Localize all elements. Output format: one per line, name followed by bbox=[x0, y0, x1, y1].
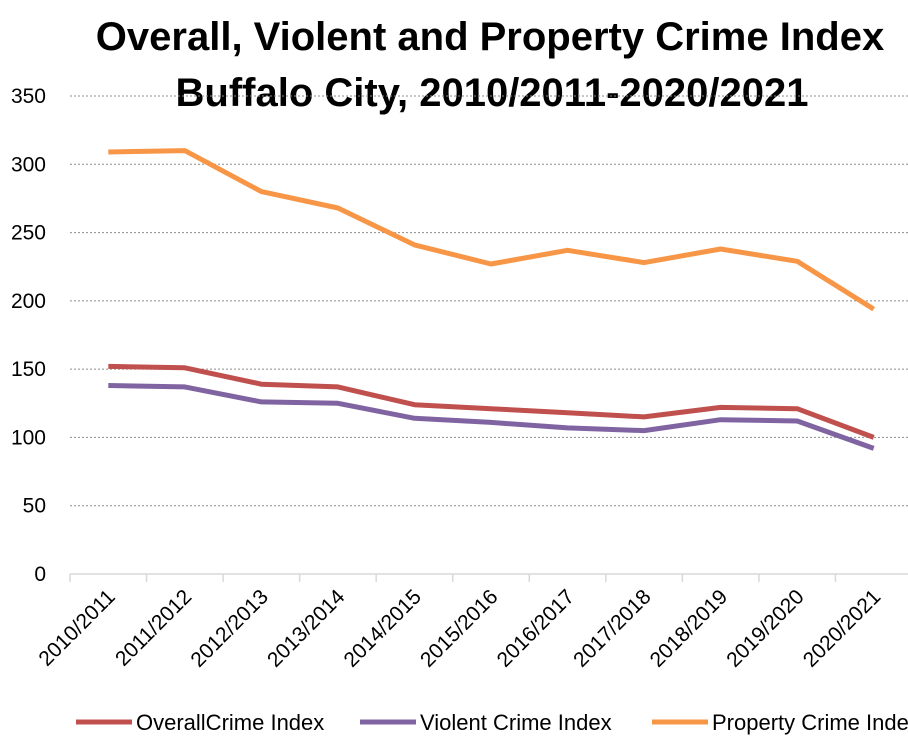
legend: OverallCrime Index Violent Crime Index Pro… bbox=[76, 710, 908, 735]
y-tick-label: 300 bbox=[11, 153, 46, 176]
chart-subtitle: Buffalo City, 2010/2011-2020/2021 bbox=[176, 71, 809, 115]
series-line bbox=[108, 383, 875, 451]
x-tick-label: 2020/2021 bbox=[799, 585, 885, 671]
chart-title: Overall, Violent and Property Crime Inde… bbox=[96, 15, 884, 59]
x-tick-label: 2014/2015 bbox=[340, 585, 426, 671]
x-tick-label: 2015/2016 bbox=[416, 585, 502, 671]
series-lines bbox=[108, 148, 876, 451]
x-tick-label: 2016/2017 bbox=[493, 585, 579, 671]
y-tick-label: 200 bbox=[11, 290, 46, 313]
x-tick-label: 2019/2020 bbox=[722, 585, 808, 671]
x-tick-label: 2013/2014 bbox=[263, 585, 350, 672]
series-line bbox=[108, 148, 876, 312]
legend-label: Property Crime Index bbox=[712, 710, 908, 735]
x-tick-label: 2012/2013 bbox=[186, 585, 272, 671]
x-tick-label: 2018/2019 bbox=[646, 585, 732, 671]
y-tick-label: 150 bbox=[11, 358, 46, 381]
y-tick-label: 0 bbox=[34, 563, 46, 586]
legend-label: OverallCrime Index bbox=[136, 710, 324, 735]
y-tick-label: 250 bbox=[11, 222, 46, 245]
x-tick-label: 2017/2018 bbox=[569, 585, 655, 671]
y-tick-label: 100 bbox=[11, 426, 46, 449]
x-tick-label: 2010/2011 bbox=[34, 585, 119, 670]
series-line bbox=[108, 363, 875, 440]
legend-label: Violent Crime Index bbox=[420, 710, 612, 735]
y-tick-label: 50 bbox=[23, 495, 46, 518]
y-tick-label: 350 bbox=[11, 85, 46, 108]
axes: 0501001502002503003502010/20112011/20122… bbox=[11, 85, 908, 672]
x-tick-label: 2011/2012 bbox=[111, 585, 196, 670]
